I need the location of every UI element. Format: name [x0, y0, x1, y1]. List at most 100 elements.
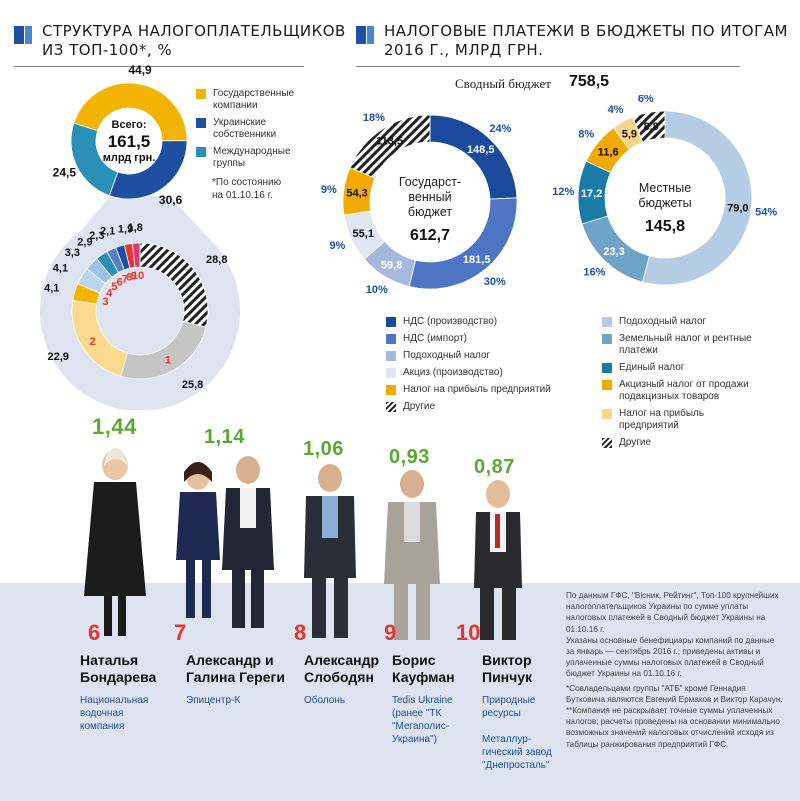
state-percent-label: 9% [329, 240, 345, 252]
person-7-company: Эпицентр-К [186, 695, 241, 706]
person-head [318, 464, 342, 492]
right-title-line2: 2016 Г., МЛРД ГРН. [384, 41, 544, 59]
local-data-label: 17,2 [581, 188, 602, 200]
local-percent-label: 8% [578, 128, 594, 140]
local-center-value: 145,8 [645, 218, 685, 235]
state-budget-legend: НДС (производство) НДС (импорт) Подоходн… [386, 316, 566, 418]
legend-item-ukrainian-owners: Украинские собственники [196, 117, 306, 141]
top-donut-data-label: 44,9 [128, 63, 152, 77]
person-6-value: 1,44 [92, 414, 137, 439]
local-data-label: 5,9 [622, 129, 637, 141]
person-leg [186, 560, 195, 618]
donut-segment [70, 122, 119, 197]
legend-item-vat-import: НДС (импорт) [386, 333, 566, 345]
person-figure-10 [474, 480, 522, 640]
person-leg [232, 570, 245, 628]
legend-item-profit-tax: Налог на прибыль предприятий [386, 384, 566, 396]
section-marker-icon [14, 26, 32, 44]
legend-item-excise-sales: Акцизный налог от продажи подакцизных тов… [602, 379, 772, 403]
footnote-source: По данным ГФС, "Вісник. Рейтинг", Топ-10… [566, 591, 779, 634]
legend-item-income-tax: Подоходный налог [386, 350, 566, 362]
left-legend: Государственные компании Украинские собств… [196, 88, 306, 175]
person-leg [251, 570, 264, 628]
right-section-header: НАЛОГОВЫЕ ПЛАТЕЖИ В БЮДЖЕТЫ ПО ИТОГАМ 20… [356, 22, 788, 60]
breakdown-rank-label: 5 [111, 281, 117, 293]
legend-swatch [386, 385, 396, 395]
legend-label: Единый налог [619, 362, 685, 373]
person-jacket [222, 488, 274, 570]
breakdown-data-label: 1,8 [128, 222, 143, 234]
legend-swatch [602, 317, 612, 327]
person-10-name: Виктор Пинчук [482, 652, 533, 685]
person-9-name: Борис Кауфман [392, 652, 455, 685]
person-9-value: 0,93 [389, 446, 430, 468]
state-percent-label: 30% [484, 276, 506, 288]
person-6-company: Национальная водочная компания [80, 695, 149, 732]
breakdown-background [40, 211, 240, 410]
people-figures [84, 448, 522, 640]
consolidated-budget-value: 758,5 [569, 73, 610, 90]
state-budget-donut [342, 114, 518, 290]
donut-segment [73, 82, 188, 142]
legend-label: НДС (импорт) [403, 333, 468, 344]
legend-label: Подоходный налог [403, 350, 491, 361]
state-data-label: 148,5 [467, 144, 495, 156]
state-percent-label: 9% [321, 184, 337, 196]
person-8-value: 1,06 [303, 438, 344, 460]
person-leg [394, 584, 408, 640]
breakdown-rank-label: 10 [132, 270, 144, 282]
donut-segment [349, 114, 431, 179]
person-6-name: Наталья Бондарева [80, 652, 157, 685]
local-data-label: 8,8 [643, 121, 658, 133]
local-data-label: 11,6 [598, 146, 619, 158]
legend-item-state-companies: Государственные компании [196, 88, 306, 112]
local-budget-legend: Подоходный налог Земельный налог и рентн… [602, 316, 772, 454]
section-marker-icon [356, 26, 374, 44]
breakdown-rank-label: 1 [165, 355, 171, 367]
breakdown-rank-label: 3 [102, 296, 108, 308]
breakdown-data-label: 2,1 [100, 226, 115, 238]
legend-item-personal-income-tax: Подоходный налог [602, 316, 772, 328]
legend-swatch [602, 409, 612, 419]
person-hair [104, 448, 128, 466]
state-center-line1: Государст- [399, 175, 461, 189]
breakdown-data-label: 2,3 [89, 230, 104, 242]
person-hair [184, 462, 212, 482]
breakdown-data-label: 1,9 [118, 223, 133, 235]
person-8-name: Александр Слободян [304, 652, 380, 685]
local-center-line2: бюджеты [638, 196, 691, 210]
donut-segment [641, 110, 753, 286]
person-10-rank: 10 [456, 620, 481, 645]
state-data-label: 54,3 [346, 188, 367, 200]
person-figure-9 [384, 470, 440, 640]
state-data-label: 55,1 [353, 228, 374, 240]
top-donut-center-label: Всего: [112, 119, 147, 131]
person-tie [495, 514, 500, 548]
state-data-label: 181,5 [463, 254, 491, 266]
legend-swatch [386, 334, 396, 344]
breakdown-rank-label: 9 [131, 271, 137, 283]
legend-label: Другие [619, 437, 652, 448]
budget-chart-labels: 148,5 24% 181,5 30% 59,8 10% 55,1 9% 54,3 9% 113,5… [321, 95, 777, 296]
donut-segment [131, 242, 141, 268]
footnote-estimate: **Компания не раскрывает точные суммы уп… [566, 706, 780, 749]
local-percent-label: 16% [583, 267, 605, 279]
person-leg [334, 578, 348, 638]
budget-charts: Государст- венный бюджет 612,7 Местные б… [321, 95, 777, 296]
footnotes: По данным ГФС, "Вісник. Рейтинг", Топ-10… [566, 590, 784, 750]
person-7-value: 1,14 [204, 426, 245, 448]
state-percent-label: 10% [366, 284, 388, 296]
person-dress [84, 482, 146, 596]
legend-label: Налог на прибыль предприятий [403, 384, 551, 395]
local-data-label: 23,3 [603, 246, 624, 258]
top-donut-center-total: 161,5 [108, 132, 151, 151]
breakdown-data-label: 25,8 [182, 379, 203, 391]
breakdown-data-label: 4,1 [53, 263, 68, 275]
top-donut-data-label: 24,5 [53, 166, 77, 180]
legend-item-international-groups: Международные группы [196, 146, 306, 170]
state-center-value: 612,7 [410, 227, 450, 244]
person-10-value: 0,87 [474, 456, 515, 478]
right-section-title: НАЛОГОВЫЕ ПЛАТЕЖИ В БЮДЖЕТЫ ПО ИТОГАМ 20… [384, 22, 788, 60]
person-head [236, 456, 260, 484]
breakdown-rank-label: 4 [106, 287, 113, 299]
